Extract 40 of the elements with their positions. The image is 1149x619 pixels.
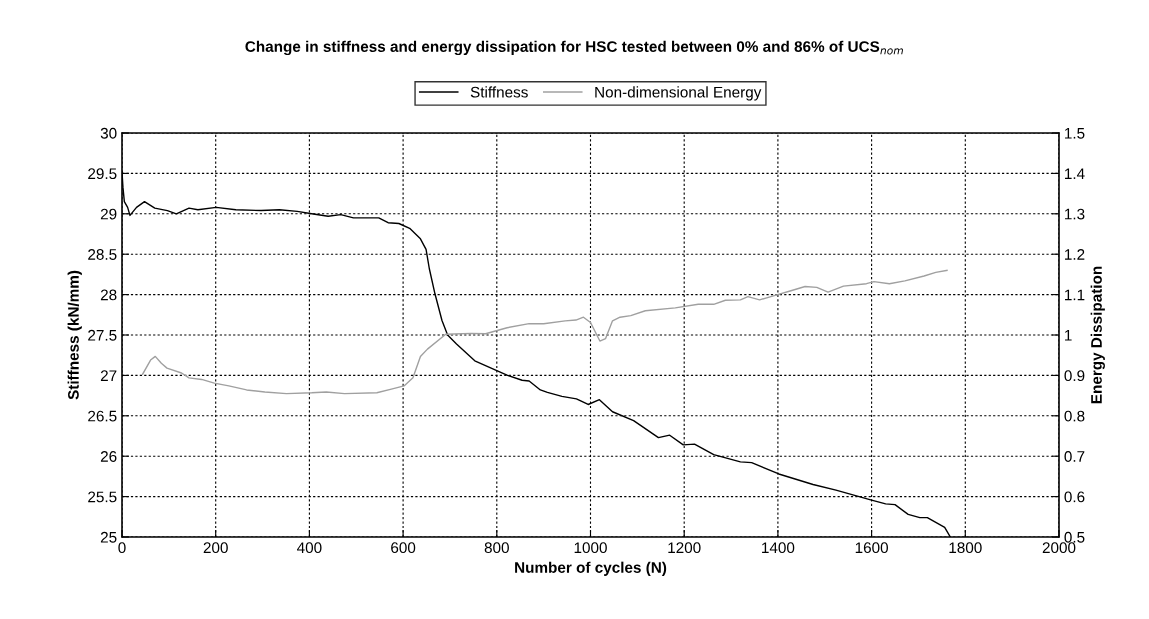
y-tick-label: 30 xyxy=(100,127,117,139)
line-series xyxy=(141,269,948,395)
y-tick-label: 26.5 xyxy=(88,410,117,422)
y2-tick-label: 0.8 xyxy=(1064,410,1085,422)
y-tick-label: 27.5 xyxy=(88,329,117,341)
y2-tick-label: 1.2 xyxy=(1065,249,1085,260)
y-axis-title: Stiffness (kN/mm) xyxy=(67,270,82,400)
x-tick-label: 0 xyxy=(118,542,126,554)
y2-tick-label: 1.3 xyxy=(1065,208,1085,220)
legend-label: Stiffness xyxy=(470,86,528,98)
x-tick-label: 200 xyxy=(203,542,228,554)
y2-tick-label: 1.4 xyxy=(1065,168,1085,179)
y-tick-label: 25.5 xyxy=(88,491,117,503)
x-tick-label: 400 xyxy=(297,542,322,554)
x-tick-label: 1200 xyxy=(668,542,701,554)
x-tick-label: 800 xyxy=(484,542,509,554)
chart-title: Change in stiffness and energy dissipation for HSC tested between 0% and 86% of UCS$_{nom}$ xyxy=(245,40,903,56)
y2-tick-label: 1.5 xyxy=(1065,128,1085,139)
x-tick-label: 1000 xyxy=(574,542,607,554)
y-tick-label: 28.5 xyxy=(88,249,117,260)
y2-tick-label: 0.5 xyxy=(1064,531,1085,543)
x-axis-title: Number of cycles (N) xyxy=(515,561,667,576)
y-tick-label: 29 xyxy=(100,208,117,220)
y-tick-label: 27 xyxy=(100,370,117,381)
x-tick-label: 1800 xyxy=(949,542,982,554)
y-tick-label: 28 xyxy=(100,289,117,301)
y2-tick-label: 0.7 xyxy=(1064,451,1085,462)
x-tick-label: 1400 xyxy=(762,542,795,554)
y2-tick-label: 0.9 xyxy=(1064,370,1085,382)
x-tick-label: 2000 xyxy=(1042,542,1076,554)
x-tick-label: 1600 xyxy=(855,542,888,554)
y-tick-label: 25 xyxy=(100,531,117,543)
y2-tick-label: 1.1 xyxy=(1065,289,1085,301)
y2-axis-title: Energy Dissipation xyxy=(1090,266,1105,404)
y-tick-label: 29.5 xyxy=(88,168,117,180)
y2-tick-label: 1 xyxy=(1065,330,1072,341)
x-tick-label: 600 xyxy=(391,542,416,554)
y-tick-label: 26 xyxy=(100,451,117,462)
y2-tick-label: 0.6 xyxy=(1064,491,1085,503)
legend-label: Non-dimensional Energy xyxy=(595,86,762,101)
